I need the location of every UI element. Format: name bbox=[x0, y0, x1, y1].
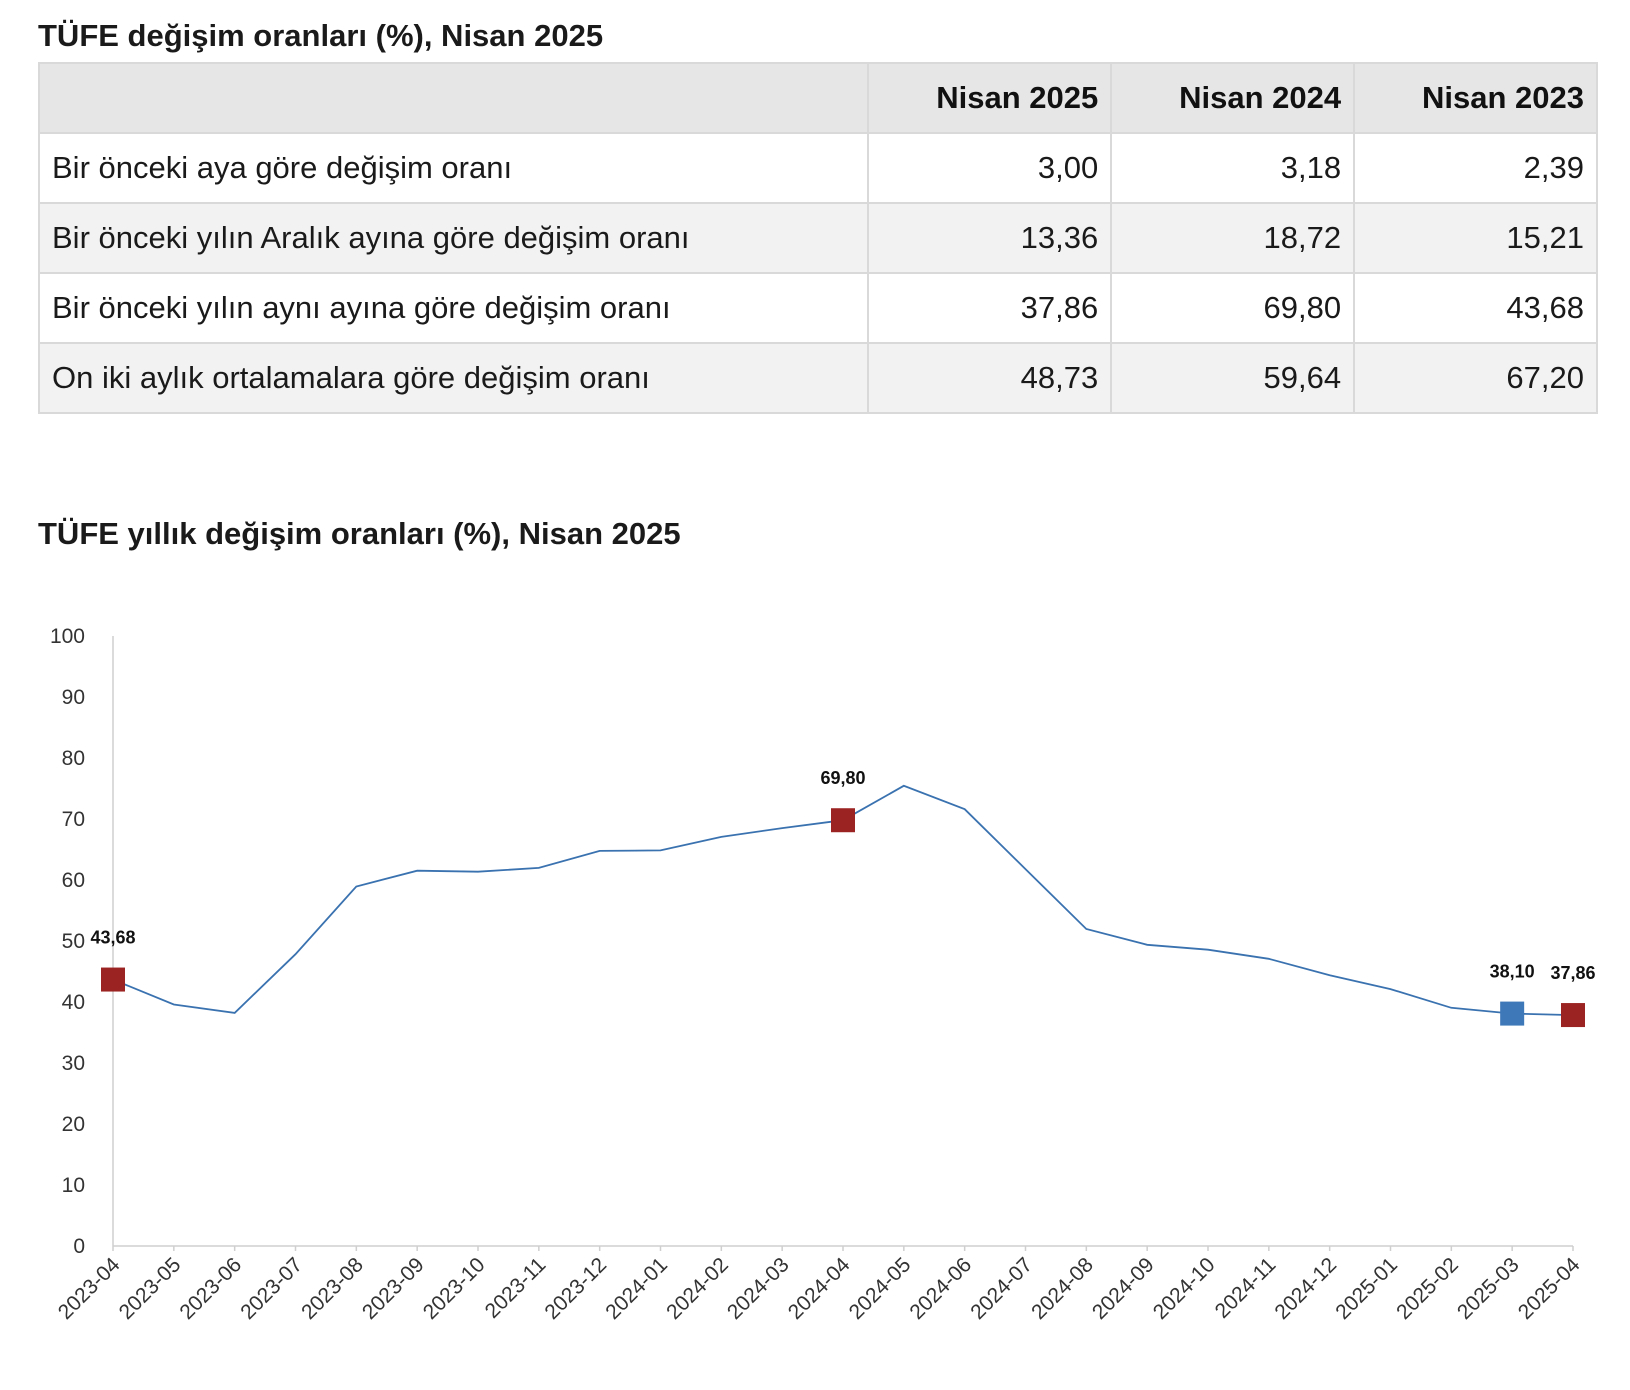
data-label: 43,68 bbox=[90, 928, 135, 948]
x-tick-label: 2023-12 bbox=[540, 1253, 611, 1324]
header-cell-nisan-2025: Nisan 2025 bbox=[867, 62, 1113, 134]
row-label: Bir önceki yılın Aralık ayına göre değiş… bbox=[37, 202, 870, 274]
y-tick-label: 70 bbox=[62, 808, 85, 831]
data-label: 37,86 bbox=[1550, 963, 1595, 983]
row-label: On iki aylık ortalamalara göre değişim o… bbox=[37, 342, 870, 414]
y-tick-label: 40 bbox=[62, 991, 85, 1014]
rates-table: Nisan 2025 Nisan 2024 Nisan 2023 Bir önc… bbox=[37, 62, 1598, 414]
y-tick-label: 50 bbox=[62, 930, 85, 953]
table-title: TÜFE değişim oranları (%), Nisan 2025 bbox=[38, 18, 604, 53]
table-header-row: Nisan 2025 Nisan 2024 Nisan 2023 bbox=[37, 62, 1598, 134]
table-cell: 2,39 bbox=[1353, 132, 1598, 204]
chart-title: TÜFE yıllık değişim oranları (%), Nisan … bbox=[38, 516, 681, 551]
table-row: Bir önceki yılın aynı ayına göre değişim… bbox=[37, 272, 1598, 344]
data-label: 69,80 bbox=[820, 768, 865, 788]
x-tick-label: 2023-11 bbox=[481, 1253, 551, 1323]
row-label: Bir önceki aya göre değişim oranı bbox=[37, 132, 870, 204]
x-tick-label: 2025-02 bbox=[1392, 1253, 1463, 1324]
data-point-marker bbox=[1500, 1001, 1525, 1026]
header-cell-label bbox=[37, 62, 870, 134]
x-tick-label: 2024-10 bbox=[1149, 1253, 1220, 1324]
table-cell: 13,36 bbox=[867, 202, 1113, 274]
x-axis: 2023-042023-052023-062023-072023-082023-… bbox=[54, 1245, 1585, 1324]
x-tick-label: 2024-03 bbox=[723, 1253, 794, 1324]
x-tick-label: 2025-01 bbox=[1331, 1253, 1402, 1324]
table-row: Bir önceki aya göre değişim oranı 3,00 3… bbox=[37, 132, 1598, 204]
x-tick-label: 2023-10 bbox=[419, 1253, 490, 1324]
table-cell: 18,72 bbox=[1110, 202, 1356, 274]
table-row: On iki aylık ortalamalara göre değişim o… bbox=[37, 342, 1598, 414]
y-tick-label: 60 bbox=[62, 869, 85, 892]
y-tick-label: 0 bbox=[73, 1235, 85, 1258]
x-tick-label: 2024-01 bbox=[601, 1253, 672, 1324]
x-tick-label: 2024-12 bbox=[1270, 1253, 1341, 1324]
y-tick-label: 90 bbox=[62, 686, 85, 709]
table-cell: 69,80 bbox=[1110, 272, 1356, 344]
x-tick-label: 2024-09 bbox=[1088, 1253, 1159, 1324]
x-tick-label: 2023-04 bbox=[54, 1253, 125, 1324]
y-tick-label: 20 bbox=[62, 1113, 85, 1136]
x-tick-label: 2023-09 bbox=[358, 1253, 429, 1324]
table-cell: 37,86 bbox=[867, 272, 1113, 344]
data-point-marker bbox=[101, 967, 125, 992]
table-row: Bir önceki yılın Aralık ayına göre değiş… bbox=[37, 202, 1598, 274]
x-tick-label: 2024-08 bbox=[1027, 1253, 1098, 1324]
x-tick-label: 2024-11 bbox=[1211, 1253, 1281, 1323]
x-tick-label: 2023-06 bbox=[175, 1253, 246, 1324]
y-tick-label: 10 bbox=[62, 1174, 85, 1197]
row-label: Bir önceki yılın aynı ayına göre değişim… bbox=[37, 272, 870, 344]
table-cell: 3,00 bbox=[867, 132, 1113, 204]
markers-group: 43,68 69,80 38,10 37,86 bbox=[90, 768, 1596, 1028]
data-label: 38,10 bbox=[1490, 962, 1535, 982]
x-tick-label: 2023-05 bbox=[115, 1253, 186, 1324]
table-cell: 67,20 bbox=[1353, 342, 1598, 414]
x-tick-label: 2024-05 bbox=[845, 1253, 916, 1324]
x-tick-label: 2025-03 bbox=[1453, 1253, 1524, 1324]
y-tick-label: 80 bbox=[62, 747, 85, 770]
data-point-marker bbox=[1561, 1003, 1585, 1028]
header-cell-nisan-2024: Nisan 2024 bbox=[1110, 62, 1356, 134]
data-point-marker bbox=[831, 808, 855, 833]
header-cell-nisan-2023: Nisan 2023 bbox=[1353, 62, 1598, 134]
table-cell: 15,21 bbox=[1353, 202, 1598, 274]
x-tick-label: 2024-02 bbox=[662, 1253, 733, 1324]
y-tick-label: 100 bbox=[50, 625, 85, 648]
x-tick-label: 2024-07 bbox=[966, 1253, 1037, 1324]
table-cell: 59,64 bbox=[1110, 342, 1356, 414]
x-tick-label: 2023-08 bbox=[297, 1253, 368, 1324]
table-cell: 48,73 bbox=[867, 342, 1113, 414]
x-tick-label: 2025-04 bbox=[1514, 1253, 1585, 1324]
x-tick-label: 2024-06 bbox=[905, 1253, 976, 1324]
table-cell: 43,68 bbox=[1353, 272, 1598, 344]
y-axis: 0 10 20 30 40 50 60 70 80 90 100 bbox=[50, 625, 114, 1258]
y-tick-label: 30 bbox=[62, 1052, 85, 1075]
x-tick-label: 2024-04 bbox=[784, 1253, 855, 1324]
table-cell: 3,18 bbox=[1110, 132, 1356, 204]
x-tick-label: 2023-07 bbox=[236, 1253, 307, 1324]
